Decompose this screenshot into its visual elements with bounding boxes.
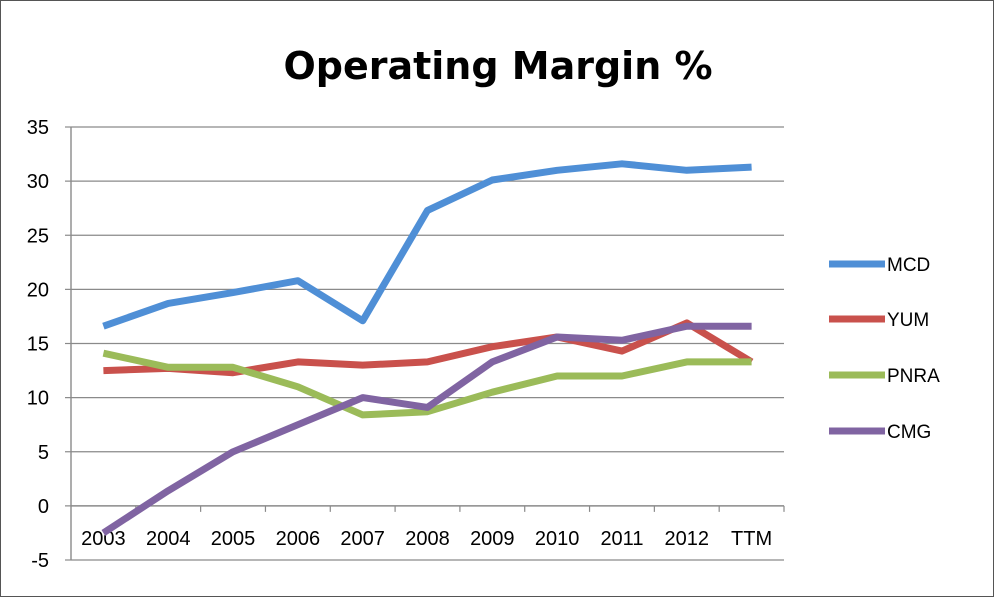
y-tick-label: 35 (27, 117, 49, 139)
y-tick-label: 30 (27, 171, 49, 193)
x-tick-label: 2005 (211, 528, 256, 550)
series-line-mcd (102, 160, 752, 330)
x-tick-label: 2009 (470, 528, 515, 550)
x-tick-label: 2012 (665, 528, 710, 550)
x-tick-label: TTM (731, 528, 772, 550)
x-tick-label: 2007 (340, 528, 385, 550)
legend-label-pnra: PNRA (887, 366, 940, 387)
y-tick-label: 5 (38, 442, 49, 464)
x-tick-label: 2003 (81, 528, 126, 550)
y-tick-label: -5 (31, 550, 49, 572)
series-line-cmg (101, 322, 752, 536)
y-tick-label: 15 (27, 334, 49, 356)
x-axis-ticks: 2003 2004 2005 2006 2007 2008 2009 2010 2011 2012… (81, 505, 785, 550)
x-tick-label: 2006 (276, 528, 321, 550)
legend: MCD YUM PNRA CMG (829, 255, 940, 443)
x-tick-label: 2004 (146, 528, 191, 550)
series-line-yum (103, 319, 754, 377)
y-tick-label: 0 (38, 496, 49, 518)
gridlines (71, 126, 784, 561)
y-tick-label: 20 (27, 279, 49, 301)
legend-label-yum: YUM (887, 310, 929, 331)
series-line-pnra (102, 349, 752, 419)
y-tick-label: 25 (27, 225, 49, 247)
chart-title: Operating Margin % (283, 44, 712, 88)
x-tick-label: 2010 (535, 528, 580, 550)
x-tick-label: 2008 (405, 528, 450, 550)
y-tick-label: 10 (27, 388, 49, 410)
y-axis-ticks: -5 0 5 10 15 20 25 30 35 (27, 117, 71, 572)
x-tick-label: 2011 (600, 528, 643, 550)
series-lines (101, 160, 754, 536)
legend-label-mcd: MCD (887, 255, 930, 276)
legend-label-cmg: CMG (887, 422, 931, 443)
